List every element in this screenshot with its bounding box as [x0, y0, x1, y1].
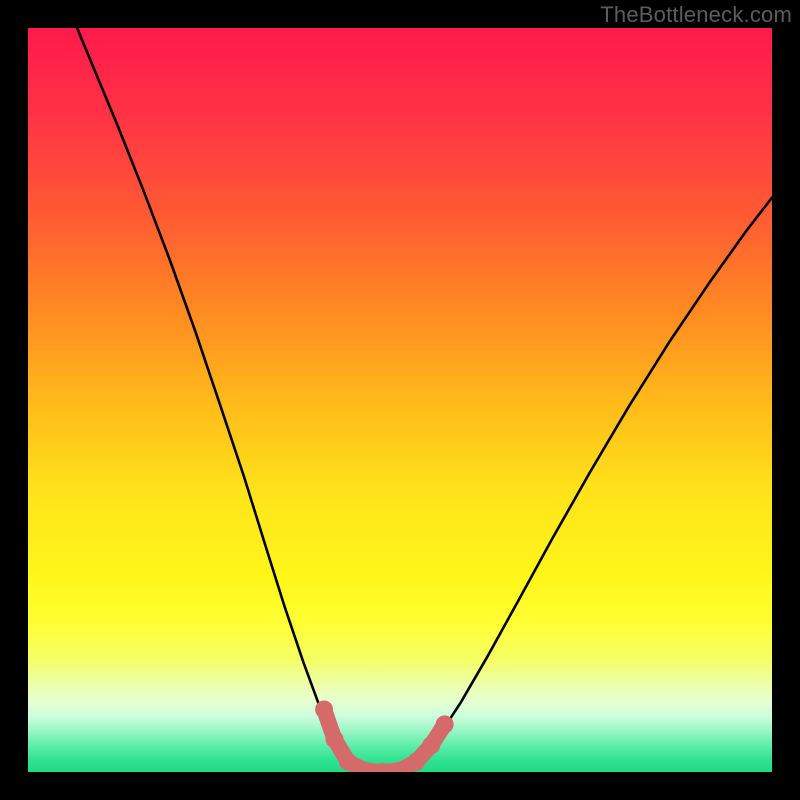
frame-border [0, 772, 800, 800]
bottleneck-plot [0, 0, 800, 800]
valley-marker-dot [315, 701, 333, 719]
frame-border [0, 0, 28, 800]
valley-marker-dot [436, 715, 454, 733]
frame-border [772, 0, 800, 800]
valley-marker-dot [339, 753, 357, 771]
valley-marker-dot [326, 730, 344, 748]
curve-left [77, 28, 361, 771]
valley-marker-dot [407, 753, 425, 771]
curve-right [404, 198, 772, 771]
valley-marker-dot [422, 736, 440, 754]
watermark-text: TheBottleneck.com [600, 2, 792, 28]
chart-stage: TheBottleneck.com [0, 0, 800, 800]
